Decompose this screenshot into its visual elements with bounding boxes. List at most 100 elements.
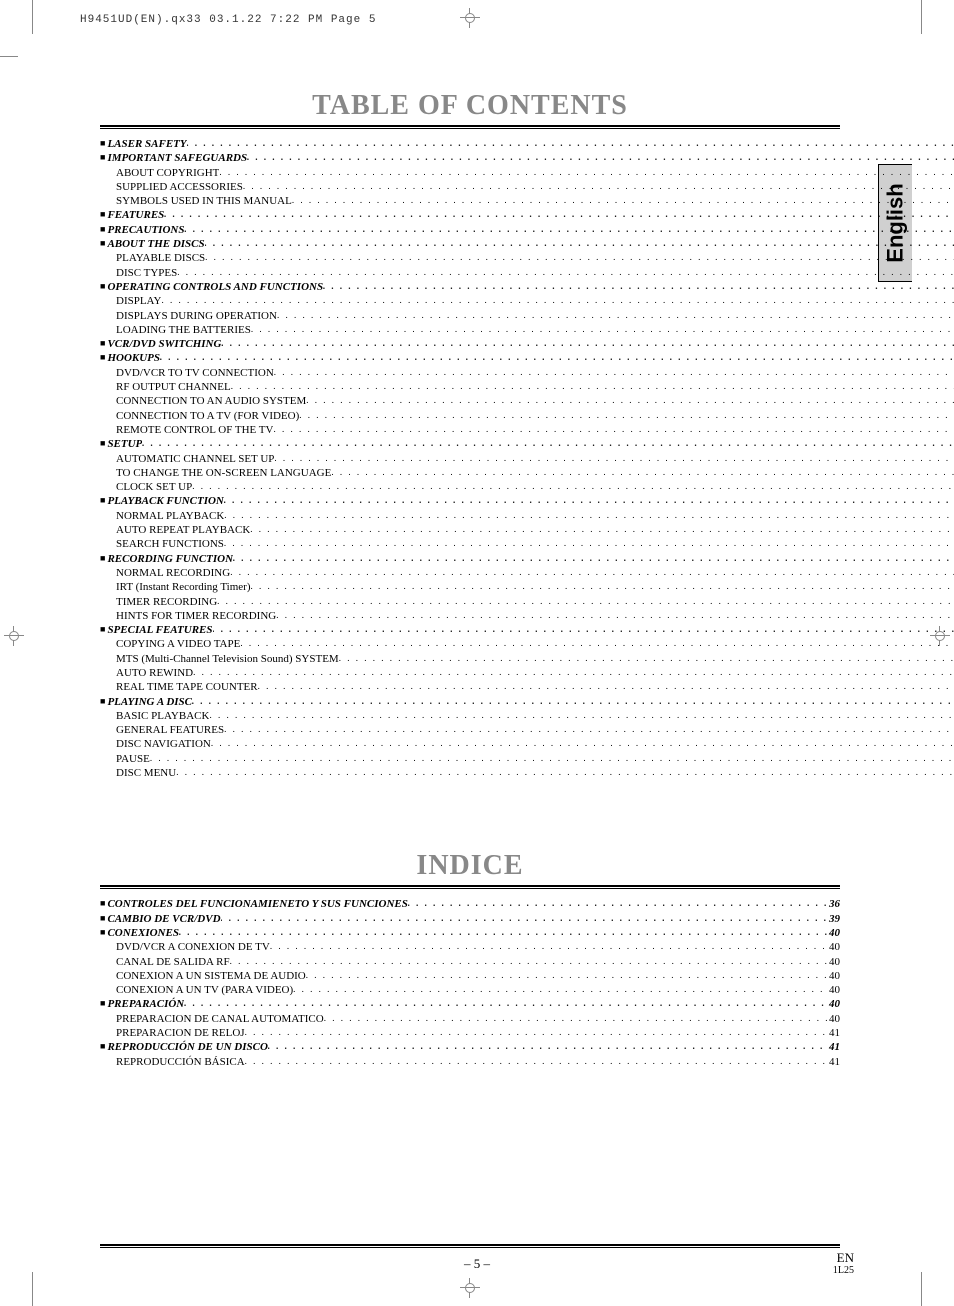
leader-dots [245, 1056, 827, 1068]
leader-dots [339, 653, 954, 665]
crop-mark [921, 0, 922, 34]
leader-dots [292, 195, 954, 207]
bullet-icon: ■ [100, 696, 105, 708]
leader-dots [331, 467, 954, 479]
toc-entry: CANAL DE SALIDA RF40 [100, 955, 840, 969]
toc-entry: LOADING THE BATTERIES12 [100, 323, 954, 337]
leader-dots [161, 295, 954, 307]
leader-dots [224, 510, 954, 522]
toc-section: ■ PREPARACIÓN40 [100, 997, 840, 1011]
leader-dots [221, 913, 827, 925]
toc-entry: CONNECTION TO A TV (FOR VIDEO)15 [100, 409, 954, 423]
toc-label: DISPLAY [116, 294, 161, 308]
leader-dots [164, 209, 954, 221]
crop-mark [921, 1272, 922, 1306]
toc-label: CONNECTION TO A TV (FOR VIDEO) [116, 409, 299, 423]
toc-label: PREPARACION DE CANAL AUTOMATICO [116, 1012, 324, 1026]
toc-entry: SUPPLIED ACCESSORIES4 [100, 180, 954, 194]
toc-section: ■ CONEXIONES40 [100, 926, 840, 940]
leader-dots [306, 970, 827, 982]
toc-entry: DISC TYPES7 [100, 266, 954, 280]
bullet-icon: ■ [100, 338, 105, 350]
leader-dots [293, 984, 827, 996]
toc-section: ■ CAMBIO DE VCR/DVD39 [100, 912, 840, 926]
leader-dots [233, 553, 954, 565]
leader-dots [240, 638, 954, 650]
bullet-icon: ■ [100, 1041, 105, 1053]
leader-dots [224, 538, 954, 550]
bullet-icon: ■ [100, 495, 105, 507]
toc-page: 40 [827, 940, 840, 954]
registration-mark [460, 8, 480, 28]
toc-label: PAUSE [116, 752, 150, 766]
leader-dots [258, 681, 954, 693]
toc-entry: DVD/VCR TO TV CONNECTION13 [100, 366, 954, 380]
leader-dots [247, 152, 954, 164]
toc-label: PRECAUTIONS [107, 223, 184, 237]
leader-dots [224, 724, 954, 736]
toc-section: ■ LASER SAFETY2 [100, 137, 954, 151]
leader-dots [324, 1013, 827, 1025]
toc-label: LOADING THE BATTERIES [116, 323, 251, 337]
leader-dots [213, 624, 954, 636]
toc-label: OPERATING CONTROLS AND FUNCTIONS [107, 280, 323, 294]
footer-code-bottom: 1L25 [833, 1265, 854, 1276]
toc-entry: PLAYABLE DISCS7 [100, 251, 954, 265]
bullet-icon: ■ [100, 553, 105, 565]
leader-dots [230, 567, 954, 579]
bullet-icon: ■ [100, 352, 105, 364]
bullet-icon: ■ [100, 281, 105, 293]
leader-dots [205, 238, 954, 250]
toc-section: ■ RECORDING FUNCTION20 [100, 552, 954, 566]
toc-page: 41 [827, 1040, 840, 1054]
bullet-icon: ■ [100, 438, 105, 450]
bullet-icon: ■ [100, 138, 105, 150]
toc-label: AUTO REPEAT PLAYBACK [116, 523, 250, 537]
divider [100, 128, 840, 129]
toc-label: CANAL DE SALIDA RF [116, 955, 230, 969]
leader-dots [273, 424, 954, 436]
toc-page: 41 [827, 1055, 840, 1069]
toc-entry: COPYING A VIDEO TAPE22 [100, 637, 954, 651]
toc-section: ■ SPECIAL FEATURES22 [100, 623, 954, 637]
toc-entry: NORMAL RECORDING20 [100, 566, 954, 580]
toc-entry: NORMAL PLAYBACK19 [100, 509, 954, 523]
toc-entry: ABOUT COPYRIGHT4 [100, 166, 954, 180]
toc-label: CONEXIONES [107, 926, 179, 940]
toc-label: LASER SAFETY [107, 137, 186, 151]
bullet-icon: ■ [100, 238, 105, 250]
toc-label: REMOTE CONTROL OF THE TV [116, 423, 273, 437]
footer-rule [100, 1242, 840, 1246]
leader-dots [224, 495, 954, 507]
toc-label: RECORDING FUNCTION [107, 552, 233, 566]
toc-section: ■ FEATURES6 [100, 208, 954, 222]
leader-dots [179, 927, 827, 939]
toc-section: ■ CONTROLES DEL FUNCIONAMIENETO Y SUS FU… [100, 897, 840, 911]
footer-rule-thin [100, 1247, 840, 1248]
leader-dots [219, 167, 954, 179]
footer-code-top: EN [837, 1250, 854, 1265]
leader-dots [299, 410, 954, 422]
registration-mark [460, 1278, 480, 1298]
toc-label: NORMAL RECORDING [116, 566, 230, 580]
toc-label: DISC NAVIGATION [116, 737, 211, 751]
toc-entry: AUTOMATIC CHANNEL SET UP17 [100, 452, 954, 466]
toc-section: ■ HOOKUPS13 [100, 351, 954, 365]
toc-entry: DVD/VCR A CONEXION DE TV40 [100, 940, 840, 954]
leader-dots [209, 710, 954, 722]
toc-entry: BASIC PLAYBACK23 [100, 709, 954, 723]
toc-label: AUTO REWIND [116, 666, 193, 680]
crop-mark [0, 56, 18, 57]
leader-dots [187, 138, 954, 150]
toc-entry: DISC NAVIGATION23 [100, 737, 954, 751]
toc-label: PLAYBACK FUNCTION [107, 494, 223, 508]
toc-label: MTS (Multi-Channel Television Sound) SYS… [116, 652, 339, 666]
toc-label: PREPARACIÓN [107, 997, 184, 1011]
leader-dots [177, 267, 954, 279]
leader-dots [306, 395, 954, 407]
leader-dots [277, 310, 954, 322]
crop-mark [32, 1272, 33, 1306]
toc-columns: ■ LASER SAFETY2■ IMPORTANT SAFEGUARDS3AB… [100, 137, 840, 780]
toc-label: PREPARACION DE RELOJ [116, 1026, 245, 1040]
toc-label: IMPORTANT SAFEGUARDS [107, 151, 247, 165]
